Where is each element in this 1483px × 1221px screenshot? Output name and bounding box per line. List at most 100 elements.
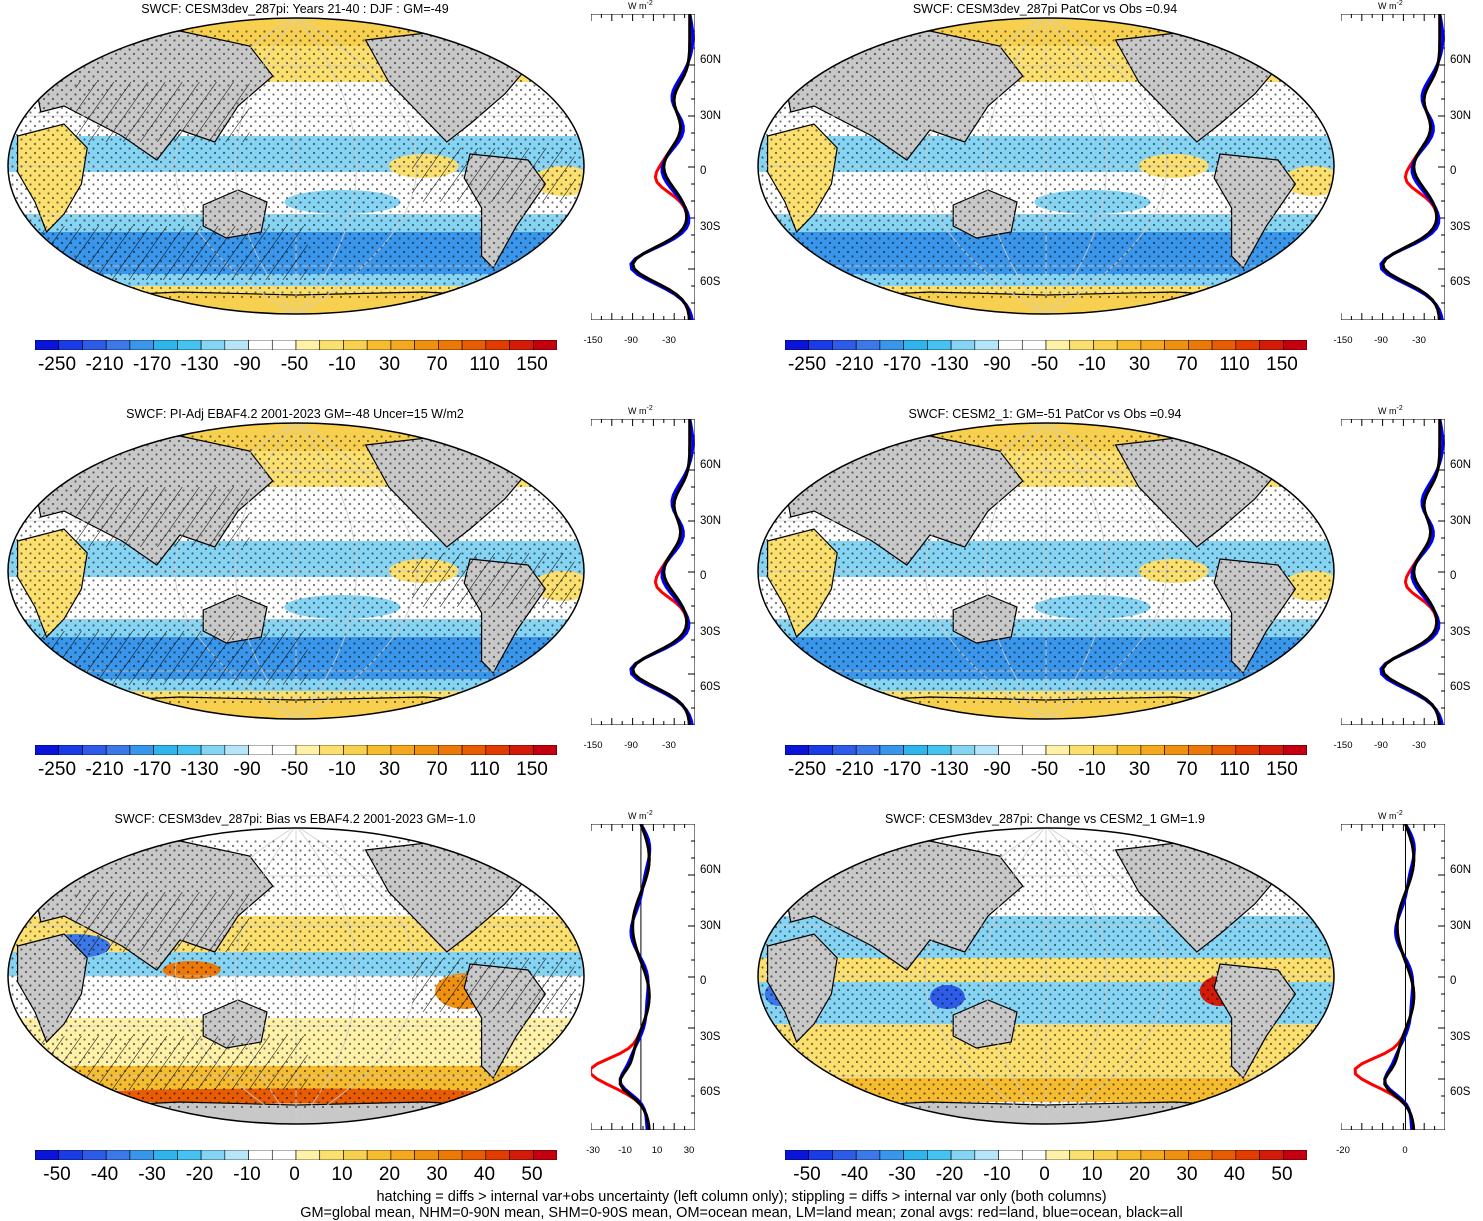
colorbar-label: -210: [85, 354, 124, 375]
hatch-overlay: [75, 892, 250, 952]
colorbar: [35, 340, 557, 350]
colorbar-swatch: [82, 340, 107, 350]
hatch-overlay: [75, 82, 250, 142]
colorbar-swatch: [903, 745, 928, 755]
colorbar-label: -90: [233, 759, 261, 780]
colorbar-swatch: [438, 1150, 463, 1160]
zonal-unit: W m-2: [1378, 0, 1403, 11]
map-border: [757, 422, 1335, 720]
colorbar-swatch: [271, 745, 297, 755]
lat-label: 30N: [700, 514, 722, 527]
colorbar-label: -50: [793, 1164, 821, 1185]
footer-line-2: GM=global mean, NHM=0-90N mean, SHM=0-90…: [300, 1205, 1183, 1221]
colorbar-swatch: [129, 1150, 154, 1160]
colorbar-swatch: [1069, 745, 1094, 755]
colorbar-swatch: [950, 1150, 976, 1160]
colorbar-swatch: [785, 340, 810, 350]
colorbar-label: 110: [469, 759, 500, 780]
colorbar-swatch: [224, 1150, 249, 1160]
colorbar-label: 30: [1176, 1164, 1198, 1185]
lat-label: 60N: [1450, 54, 1472, 66]
colorbar-swatch: [248, 340, 273, 350]
colorbar-swatch: [879, 745, 904, 755]
colorbar: [785, 1150, 1307, 1160]
colorbar-swatch: [414, 1150, 439, 1160]
colorbar-swatch: [1282, 745, 1307, 755]
zonal-x-tick: -90: [1374, 335, 1388, 346]
colorbar-label: 150: [516, 354, 548, 375]
zonal-x-tick: -30: [1412, 740, 1426, 751]
land-greenland: [503, 828, 558, 857]
colorbar-swatch: [785, 745, 810, 755]
colorbar-label: 30: [378, 354, 401, 375]
colorbar-swatch: [998, 745, 1023, 755]
colorbar-swatch: [998, 340, 1023, 350]
colorbar-label: -250: [37, 354, 77, 375]
colorbar-swatch: [1021, 340, 1047, 350]
colorbar-swatch: [532, 745, 557, 755]
colorbar-label: -250: [787, 759, 827, 780]
zonal-x-tick: -90: [1374, 740, 1388, 751]
colorbar-swatch: [438, 745, 463, 755]
colorbar-swatch: [879, 340, 904, 350]
colorbar-swatch: [1164, 340, 1189, 350]
colorbar-swatch: [950, 340, 976, 350]
colorbar-swatch: [1021, 745, 1047, 755]
colorbar-swatch: [129, 745, 154, 755]
colorbar-swatch: [1211, 745, 1237, 755]
zonal-x-tick: -30: [586, 1145, 600, 1156]
colorbar-swatch: [248, 745, 273, 755]
colorbar-swatch: [461, 1150, 487, 1160]
colorbar-swatch: [390, 745, 415, 755]
panel-title: SWCF: CESM3dev_287pi PatCor vs Obs =0.94: [912, 2, 1178, 16]
hatch-overlay: [17, 226, 308, 280]
colorbar-swatch: [927, 745, 952, 755]
zonal-unit: W m-2: [628, 810, 653, 821]
colorbar-swatch: [414, 745, 439, 755]
colorbar-swatch: [509, 1150, 534, 1160]
colorbar-label: -40: [840, 1164, 869, 1185]
colorbar-swatch: [224, 340, 249, 350]
zonal-mean-plot: [1341, 419, 1445, 725]
zonal-x-tick: -30: [662, 740, 676, 751]
zonal-all-line: [1383, 824, 1416, 1130]
zonal-x-tick: 30: [683, 1145, 695, 1156]
lat-label: 60S: [700, 276, 721, 288]
zonal-x-tick: -30: [1412, 335, 1426, 346]
colorbar-swatch: [82, 1150, 107, 1160]
colorbar-label: -50: [280, 354, 309, 375]
panel-title: SWCF: PI-Adj EBAF4.2 2001-2023 GM=-48 Un…: [126, 407, 464, 421]
zonal-mean-plot: [591, 824, 695, 1130]
colorbar-swatch: [248, 1150, 273, 1160]
colorbar-label: 110: [469, 354, 500, 375]
lat-label: 30S: [1450, 625, 1471, 638]
zonal-x-tick: -30: [662, 335, 676, 346]
colorbar-swatch: [998, 1150, 1023, 1160]
colorbar-label: -10: [1078, 354, 1106, 375]
colorbar-swatch: [105, 1150, 131, 1160]
colorbar-swatch: [461, 340, 487, 350]
colorbar-swatch: [1021, 1150, 1047, 1160]
colorbar-swatch: [295, 340, 321, 350]
colorbar-swatch: [832, 745, 857, 755]
colorbar-swatch: [200, 745, 226, 755]
world-map: [757, 827, 1335, 1125]
zonal-x-tick: -150: [1333, 335, 1353, 346]
colorbar-swatch: [832, 1150, 857, 1160]
colorbar-swatch: [879, 1150, 904, 1160]
land-greenland: [1253, 828, 1308, 857]
colorbar-label: -210: [835, 354, 874, 375]
colorbar-swatch: [1188, 340, 1213, 350]
colorbar-label: 10: [331, 1164, 353, 1185]
colorbar-label: 150: [516, 759, 548, 780]
zonal-x-tick: -150: [583, 335, 603, 346]
colorbar-swatch: [82, 745, 107, 755]
colorbar-label: 0: [289, 1164, 300, 1185]
colorbar-swatch: [200, 1150, 226, 1160]
zonal-mean-plot: [591, 14, 695, 320]
panel-title: SWCF: CESM2_1: GM=-51 PatCor vs Obs =0.9…: [908, 407, 1182, 421]
panel-title: SWCF: CESM3dev_287pi: Change vs CESM2_1 …: [885, 812, 1205, 826]
zonal-x-tick: 0: [1402, 1145, 1408, 1156]
colorbar-swatch: [153, 1150, 178, 1160]
colorbar-swatch: [832, 340, 857, 350]
